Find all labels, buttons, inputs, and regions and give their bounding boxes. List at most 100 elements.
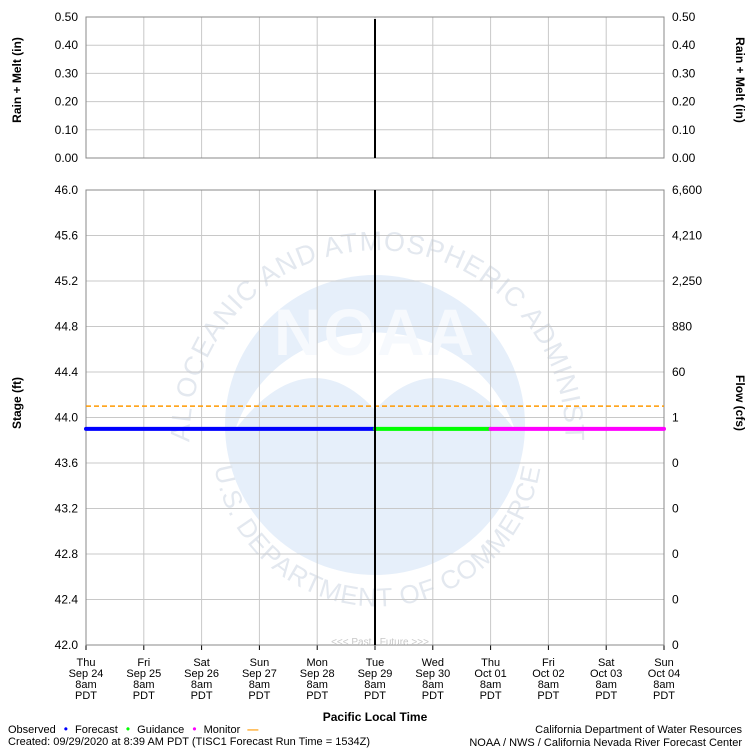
flow-ytick: 0: [672, 593, 679, 607]
stage-ytick: 45.6: [55, 229, 79, 243]
flow-ytick: 0: [672, 638, 679, 652]
legend-guidance-dot: •: [192, 722, 197, 736]
stage-ytick: 44.4: [55, 365, 79, 379]
x-tick-line: Fri: [137, 657, 150, 669]
precip-ylabel-left: Rain + Melt (in): [10, 37, 24, 123]
stage-ytick: 44.8: [55, 320, 79, 334]
x-tick-line: Oct 04: [648, 668, 680, 680]
precip-ytick-right: 0.10: [672, 123, 696, 137]
flow-ytick: 0: [672, 502, 679, 516]
stage-ylabel: Stage (ft): [10, 377, 24, 429]
legend-monitor-label: Monitor: [203, 724, 241, 736]
flow-ytick: 0: [672, 547, 679, 561]
legend-observed-label: Observed: [8, 724, 56, 736]
stage-panel: 42.0 0 42.4 0 42.8 0 43.2 0 43.6 0 44.0 1 44.4 60 44.8…: [55, 183, 703, 702]
legend-observed-dot: •: [63, 722, 68, 736]
precip-ytick-right: 0.50: [672, 10, 696, 24]
x-tick-line: Mon: [306, 657, 327, 669]
x-tick-line: Sep 29: [358, 668, 393, 680]
x-tick-line: PDT: [653, 690, 675, 702]
x-tick-label: Sat Oct 03 8am PDT: [590, 657, 622, 702]
x-tick-line: Sep 28: [300, 668, 335, 680]
x-tick-line: 8am: [595, 679, 616, 691]
legend-guidance-label: Guidance: [137, 724, 185, 736]
flow-ytick: 6,600: [672, 183, 702, 197]
x-tick-label: Wed Sep 30 8am PDT: [415, 657, 450, 702]
x-tick-line: Sep 30: [415, 668, 450, 680]
x-tick-line: PDT: [480, 690, 502, 702]
precip-ytick-right: 0.00: [672, 151, 696, 165]
x-tick-line: PDT: [306, 690, 328, 702]
precip-ytick-left: 0.00: [55, 151, 79, 165]
legend-forecast-label: Forecast: [75, 724, 118, 736]
x-tick-label: Fri Oct 02 8am PDT: [532, 657, 564, 702]
stage-ytick: 42.8: [55, 547, 79, 561]
x-tick-line: Sat: [193, 657, 210, 669]
x-tick-line: Oct 03: [590, 668, 622, 680]
flow-ytick: 2,250: [672, 274, 702, 288]
stage-ytick: 42.0: [55, 638, 79, 652]
noaa-watermark: NOAA NATIONAL OCEANIC AND ATMOSPHERIC AD…: [0, 0, 589, 613]
x-tick-line: Oct 02: [532, 668, 564, 680]
x-tick-label: Sat Sep 26 8am PDT: [184, 657, 219, 702]
stage-ytick: 43.2: [55, 502, 79, 516]
x-tick-line: Oct 01: [474, 668, 506, 680]
x-tick-line: Fri: [542, 657, 555, 669]
x-tick-line: 8am: [306, 679, 327, 691]
x-tick-line: Sep 25: [126, 668, 161, 680]
precip-ytick-left: 0.30: [55, 66, 79, 80]
x-tick-line: Sun: [654, 657, 674, 669]
precip-ytick-right: 0.30: [672, 66, 696, 80]
x-tick-line: Sat: [598, 657, 615, 669]
x-tick-line: 8am: [75, 679, 96, 691]
x-tick-line: 8am: [191, 679, 212, 691]
x-tick-label: Mon Sep 28 8am PDT: [300, 657, 335, 702]
legend-monitor-dash: —: [247, 724, 259, 736]
x-tick-line: Sep 26: [184, 668, 219, 680]
x-tick-line: Thu: [77, 657, 96, 669]
x-tick-line: Sep 27: [242, 668, 277, 680]
x-tick-line: PDT: [422, 690, 444, 702]
created-timestamp: Created: 09/29/2020 at 8:39 AM PDT (TISC…: [8, 736, 371, 748]
flow-ytick: 4,210: [672, 229, 702, 243]
x-tick-line: Wed: [422, 657, 444, 669]
precip-ytick-right: 0.40: [672, 38, 696, 52]
x-tick-line: 8am: [249, 679, 270, 691]
flow-ytick: 1: [672, 411, 679, 425]
flow-ylabel: Flow (cfs): [733, 375, 747, 431]
stage-ytick: 44.0: [55, 411, 79, 425]
stage-ytick: 42.4: [55, 593, 79, 607]
agency-credit-1: California Department of Water Resources: [535, 724, 742, 736]
x-tick-line: PDT: [75, 690, 97, 702]
flow-ytick: 0: [672, 456, 679, 470]
x-tick-line: 8am: [538, 679, 559, 691]
legend: Observed • Forecast • Guidance • Monitor…: [8, 722, 258, 736]
x-tick-label: Tue Sep 29 8am PDT: [358, 657, 393, 702]
x-tick-line: PDT: [191, 690, 213, 702]
x-tick-label: Thu Sep 24 8am PDT: [69, 657, 104, 702]
x-tick-label: Sun Oct 04 8am PDT: [648, 657, 680, 702]
x-tick-label: Sun Sep 27 8am PDT: [242, 657, 277, 702]
x-tick-line: 8am: [364, 679, 385, 691]
precip-ytick-left: 0.50: [55, 10, 79, 24]
precip-ylabel-right: Rain + Melt (in): [733, 37, 747, 123]
x-tick-line: 8am: [480, 679, 501, 691]
x-tick-line: Tue: [366, 657, 385, 669]
precip-ytick-left: 0.40: [55, 38, 79, 52]
past-future-label: <<< Past Future >>>: [331, 637, 429, 648]
precip-ytick-left: 0.10: [55, 123, 79, 137]
x-tick-line: PDT: [133, 690, 155, 702]
x-axis-title: Pacific Local Time: [322, 710, 428, 724]
stage-ytick: 45.2: [55, 274, 79, 288]
x-tick-line: 8am: [133, 679, 154, 691]
stage-ytick: 46.0: [55, 183, 79, 197]
x-tick-line: PDT: [248, 690, 270, 702]
x-tick-line: PDT: [595, 690, 617, 702]
x-tick-label: Thu Oct 01 8am PDT: [474, 657, 506, 702]
legend-forecast-dot: •: [125, 722, 131, 736]
precip-ytick-right: 0.20: [672, 95, 696, 109]
x-tick-line: Sep 24: [69, 668, 104, 680]
precip-ytick-left: 0.20: [55, 95, 79, 109]
x-tick-line: Sun: [250, 657, 270, 669]
